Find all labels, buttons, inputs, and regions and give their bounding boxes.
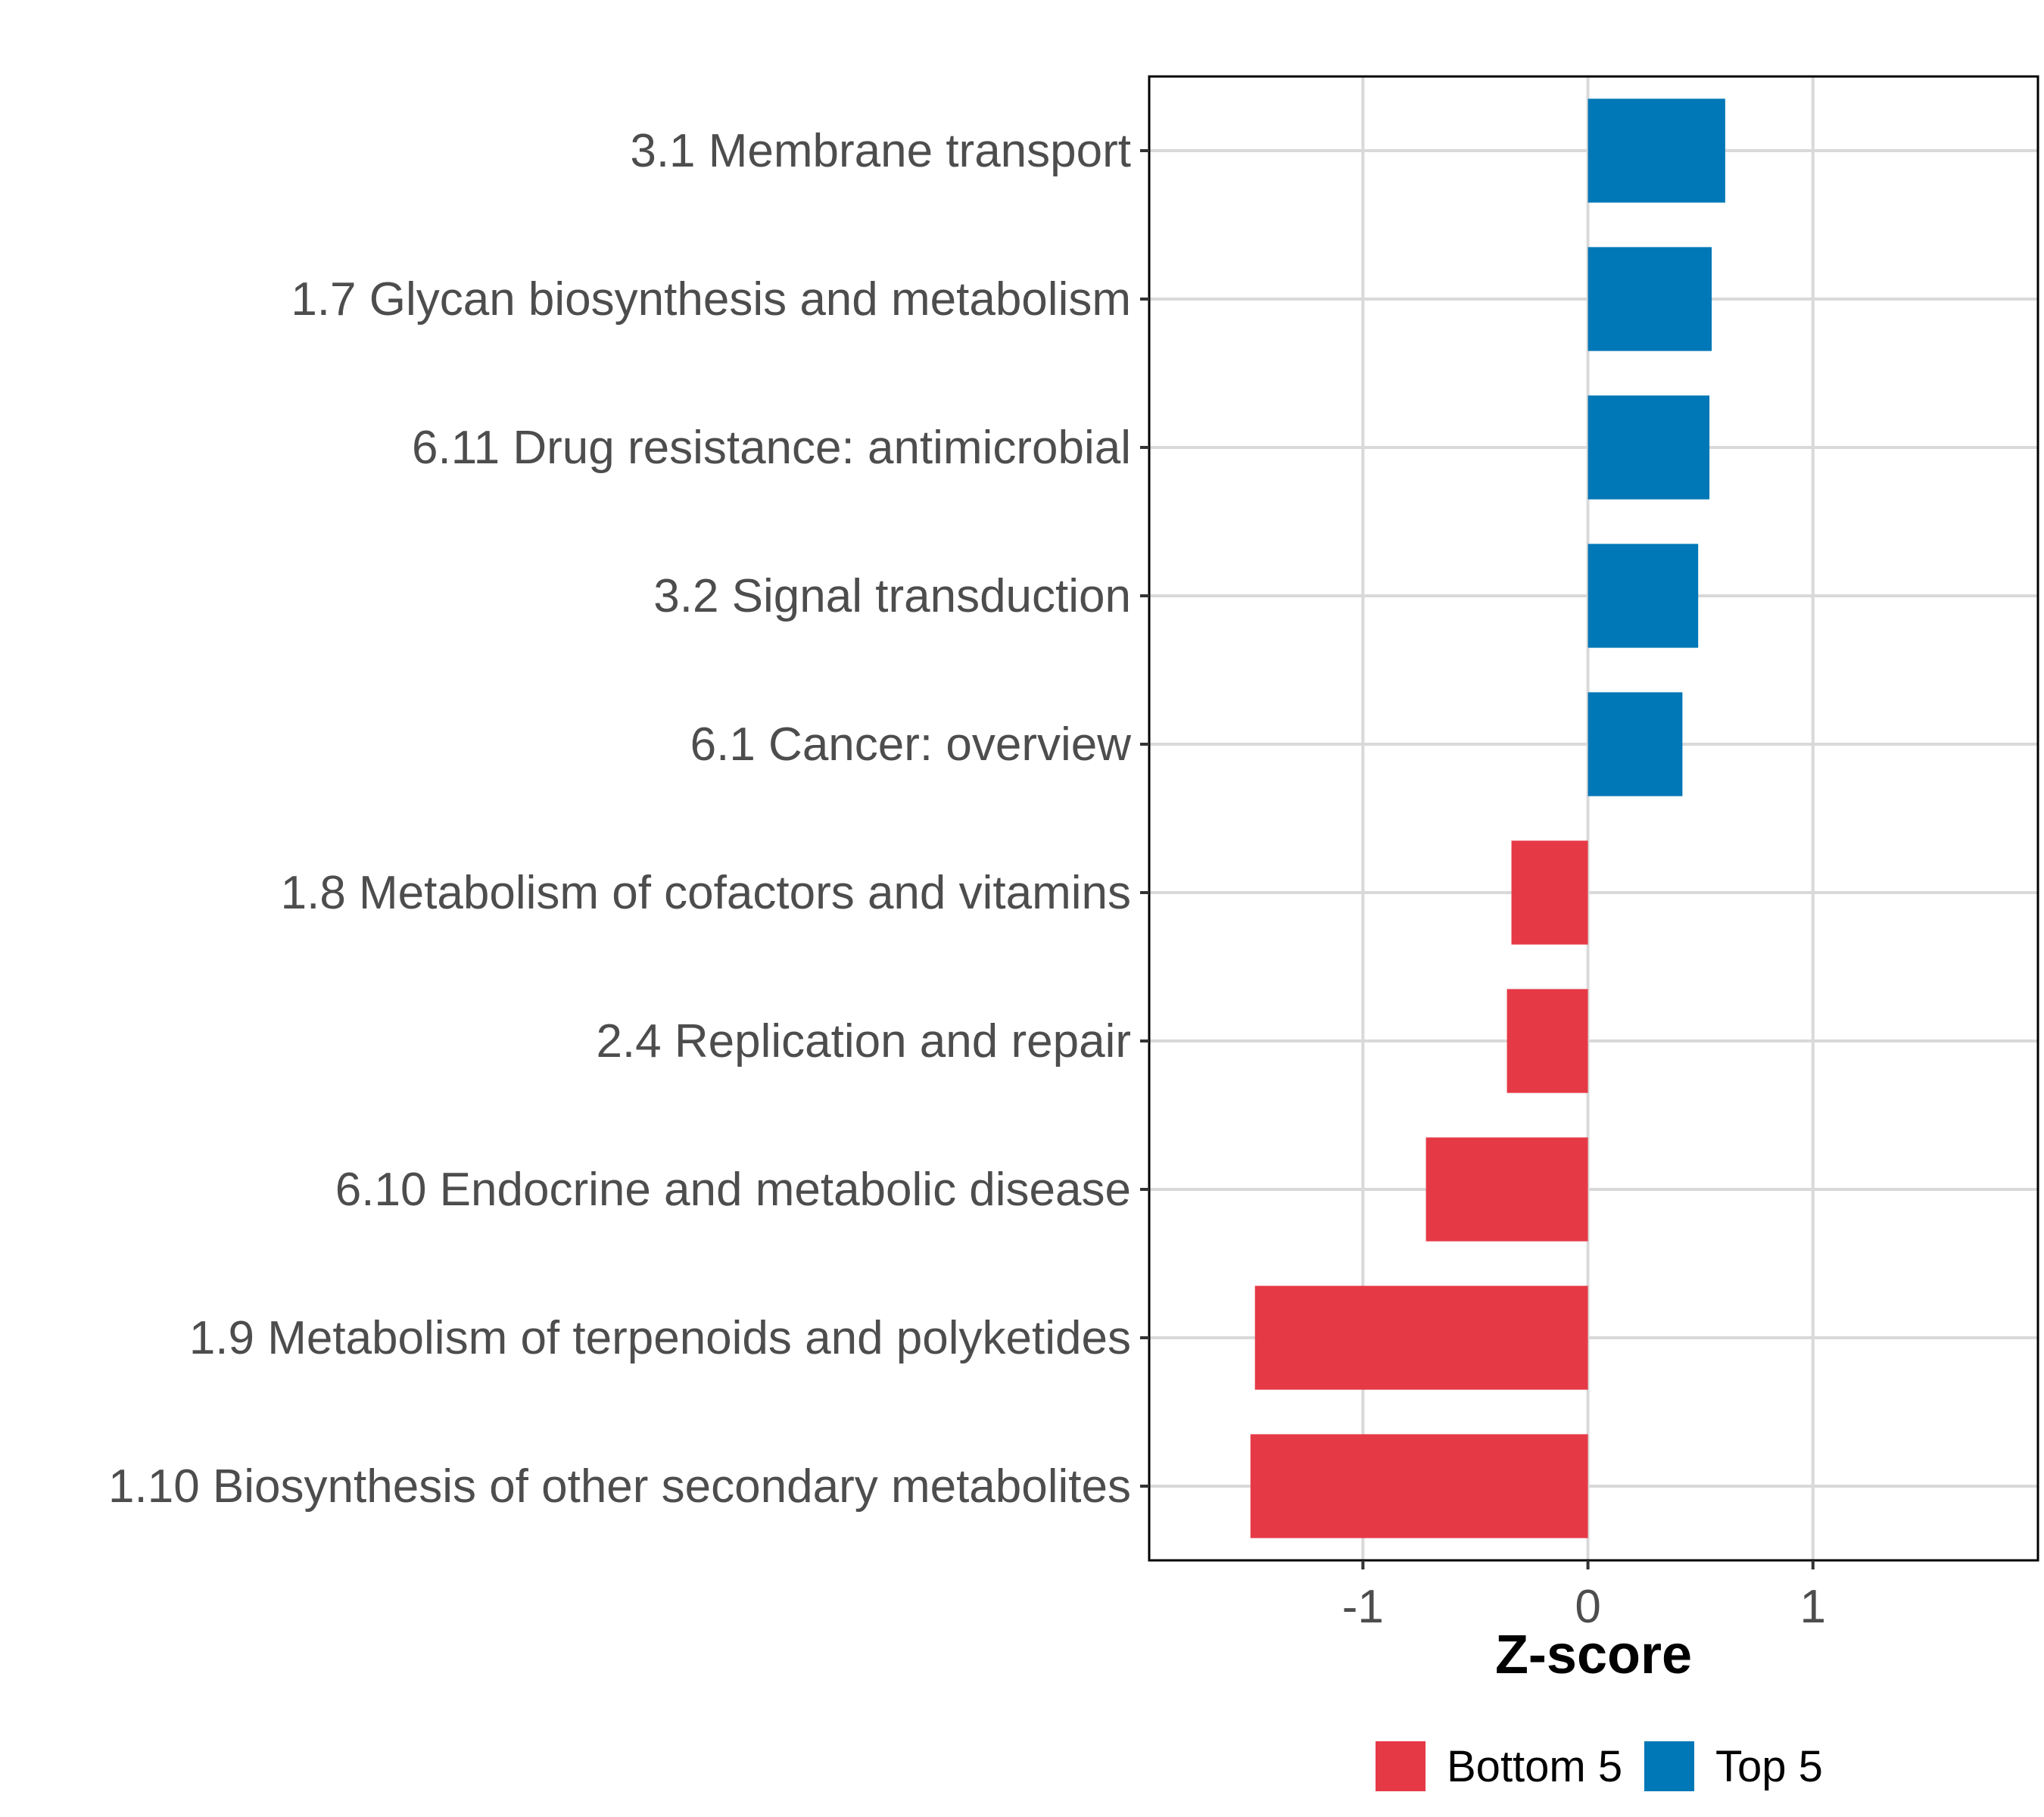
bar — [1254, 1286, 1588, 1390]
y-tick-label: 1.8 Metabolism of cofactors and vitamins — [281, 867, 1131, 919]
legend-key — [1644, 1741, 1694, 1791]
x-tick-label: 0 — [1575, 1581, 1600, 1633]
legend-key — [1376, 1741, 1426, 1791]
legend-label: Bottom 5 — [1447, 1742, 1622, 1791]
y-tick-label: 6.11 Drug resistance: antimicrobial — [412, 422, 1131, 474]
y-axis: 3.1 Membrane transport 1.7 Glycan biosynt… — [108, 125, 1149, 1513]
grid-lines — [1149, 76, 2038, 1560]
y-tick-label: 1.10 Biosynthesis of other secondary met… — [108, 1460, 1131, 1513]
bar — [1507, 989, 1588, 1093]
y-tick-label: 3.2 Signal transduction — [653, 570, 1131, 622]
y-tick-label: 1.7 Glycan biosynthesis and metabolism — [291, 273, 1131, 326]
bar — [1588, 98, 1725, 203]
bar — [1250, 1434, 1588, 1538]
bar — [1426, 1137, 1588, 1242]
x-tick-label: 1 — [1800, 1581, 1826, 1633]
y-tick-label: 6.1 Cancer: overview — [690, 718, 1132, 771]
legend-label: Top 5 — [1715, 1742, 1823, 1791]
bars — [1250, 98, 1725, 1538]
x-axis: -1 0 1 — [1342, 1560, 1826, 1633]
y-tick-label: 1.9 Metabolism of terpenoids and polyket… — [189, 1312, 1131, 1364]
y-tick-label: 3.1 Membrane transport — [630, 125, 1131, 177]
plot-panel-border — [1148, 75, 2039, 1562]
x-axis-title: Z-score — [1495, 1625, 1692, 1685]
bar — [1588, 544, 1699, 648]
bar — [1511, 840, 1588, 945]
bar — [1588, 395, 1710, 500]
y-tick-label: 6.10 Endocrine and metabolic disease — [335, 1164, 1131, 1216]
y-tick-label: 2.4 Replication and repair — [596, 1015, 1131, 1067]
bar — [1588, 692, 1683, 796]
legend: Bottom 5 Top 5 — [1376, 1741, 1823, 1791]
bar — [1588, 247, 1712, 351]
x-tick-label: -1 — [1342, 1581, 1384, 1633]
